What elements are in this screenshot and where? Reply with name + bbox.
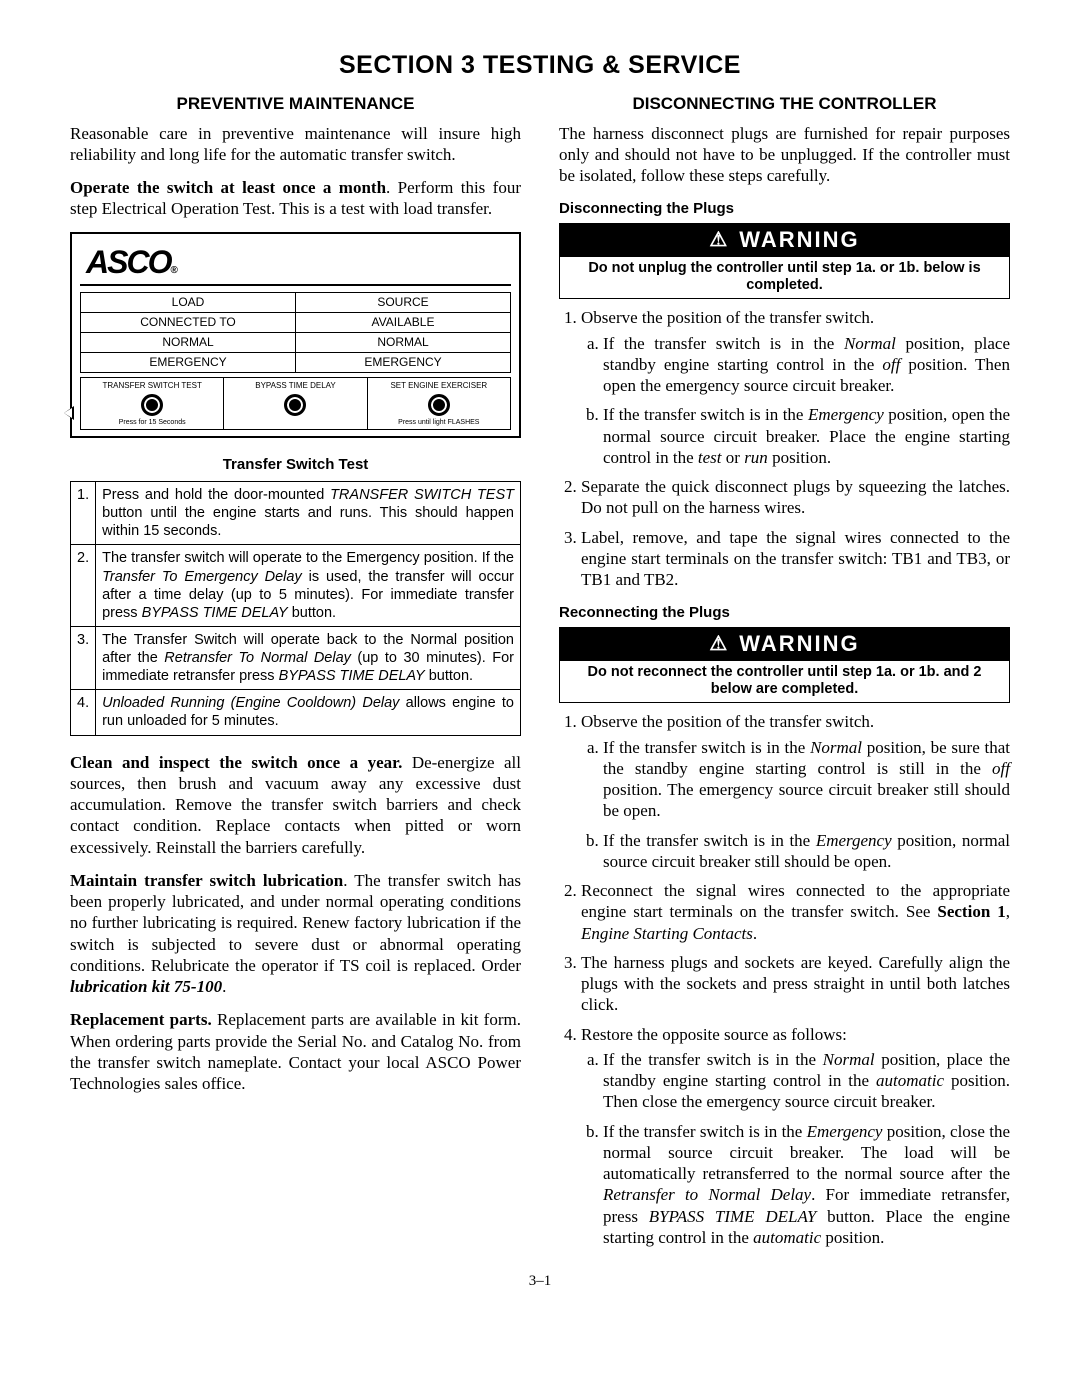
list-item: If the transfer switch is in the Emergen… — [603, 830, 1010, 873]
clean-lead: Clean and inspect the switch once a year… — [70, 753, 402, 772]
warning-triangle-icon: ⚠ — [709, 632, 729, 657]
list-item: Observe the position of the transfer swi… — [581, 711, 1010, 872]
list-item: The harness plugs and sockets are keyed.… — [581, 952, 1010, 1016]
disconnect-subheading: Disconnecting the Plugs — [559, 200, 1010, 219]
warning-box: ⚠ WARNING Do not reconnect the controller… — [559, 627, 1010, 703]
asco-panel-diagram: ASCO® LOAD CONNECTED TO NORMAL EMERGENCY… — [70, 232, 521, 439]
load-column: LOAD CONNECTED TO NORMAL EMERGENCY — [80, 292, 296, 373]
page-number: 3–1 — [70, 1272, 1010, 1291]
sub-list: If the transfer switch is in the Normal … — [581, 333, 1010, 469]
list-item: Observe the position of the transfer swi… — [581, 307, 1010, 468]
two-column-layout: PREVENTIVE MAINTENANCE Reasonable care i… — [70, 93, 1010, 1258]
warning-header: ⚠ WARNING — [560, 628, 1009, 661]
status-grid: LOAD CONNECTED TO NORMAL EMERGENCY SOURC… — [80, 292, 511, 373]
clean-paragraph: Clean and inspect the switch once a year… — [70, 752, 521, 858]
intro-paragraph: Reasonable care in preventive maintenanc… — [70, 123, 521, 166]
list-item: Reconnect the signal wires connected to … — [581, 880, 1010, 944]
item-text: Restore the opposite source as follows: — [581, 1025, 847, 1044]
step-num: 1. — [71, 482, 96, 545]
steps-table: 1.Press and hold the door-mounted TRANSF… — [70, 481, 521, 736]
list-item: If the transfer switch is in the Emergen… — [603, 404, 1010, 468]
bypass-delay-button: BYPASS TIME DELAY — [224, 378, 367, 430]
list-item: If the transfer switch is in the Normal … — [603, 1049, 1010, 1113]
load-header: LOAD — [81, 293, 295, 312]
warning-header: ⚠ WARNING — [560, 224, 1009, 257]
operate-lead: Operate the switch at least once a month — [70, 178, 386, 197]
lube-lead: Maintain transfer switch lubrication — [70, 871, 343, 890]
step-num: 4. — [71, 690, 96, 735]
right-heading: DISCONNECTING THE CONTROLLER — [559, 93, 1010, 114]
transfer-test-heading: Transfer Switch Test — [70, 456, 521, 475]
reconnect-list: Observe the position of the transfer swi… — [559, 711, 1010, 1248]
item-text: Observe the position of the transfer swi… — [581, 712, 874, 731]
list-item: If the transfer switch is in the Normal … — [603, 737, 1010, 822]
table-row: 3.The Transfer Switch will operate back … — [71, 626, 521, 689]
left-column: PREVENTIVE MAINTENANCE Reasonable care i… — [70, 93, 521, 1258]
step-text: The Transfer Switch will operate back to… — [96, 626, 521, 689]
source-emergency: EMERGENCY — [296, 352, 510, 372]
load-sub: CONNECTED TO — [81, 312, 295, 332]
transfer-test-button: TRANSFER SWITCH TEST Press for 15 Second… — [81, 378, 224, 430]
source-sub: AVAILABLE — [296, 312, 510, 332]
load-normal: NORMAL — [81, 332, 295, 352]
parts-lead: Replacement parts. — [70, 1010, 212, 1029]
btn-caption: Press for 15 Seconds — [83, 419, 221, 428]
step-num: 2. — [71, 545, 96, 627]
list-item: Separate the quick disconnect plugs by s… — [581, 476, 1010, 519]
sub-list: If the transfer switch is in the Normal … — [581, 1049, 1010, 1248]
engine-exerciser-button: SET ENGINE EXERCISER Press until light F… — [368, 378, 510, 430]
step-num: 3. — [71, 626, 96, 689]
warning-triangle-icon: ⚠ — [709, 228, 729, 253]
source-column: SOURCE AVAILABLE NORMAL EMERGENCY — [296, 292, 511, 373]
warning-body: Do not unplug the controller until step … — [560, 257, 1009, 299]
button-icon — [141, 394, 163, 416]
step-text: Press and hold the door-mounted TRANSFER… — [96, 482, 521, 545]
list-item: Label, remove, and tape the signal wires… — [581, 527, 1010, 591]
table-row: 1.Press and hold the door-mounted TRANSF… — [71, 482, 521, 545]
btn-label: SET ENGINE EXERCISER — [370, 381, 508, 391]
btn-label: BYPASS TIME DELAY — [226, 381, 364, 391]
warning-body: Do not reconnect the controller until st… — [560, 661, 1009, 703]
lube-paragraph: Maintain transfer switch lubrication. Th… — [70, 870, 521, 998]
list-item: If the transfer switch is in the Normal … — [603, 333, 1010, 397]
section-title: SECTION 3 TESTING & SERVICE — [70, 50, 1010, 81]
asco-logo: ASCO® — [80, 242, 511, 286]
parts-paragraph: Replacement parts. Replacement parts are… — [70, 1009, 521, 1094]
left-heading: PREVENTIVE MAINTENANCE — [70, 93, 521, 114]
warning-box: ⚠ WARNING Do not unplug the controller un… — [559, 223, 1010, 299]
btn-caption: Press until light FLASHES — [370, 419, 508, 428]
button-icon — [428, 394, 450, 416]
reconnect-subheading: Reconnecting the Plugs — [559, 604, 1010, 623]
sub-list: If the transfer switch is in the Normal … — [581, 737, 1010, 873]
button-row: TRANSFER SWITCH TEST Press for 15 Second… — [80, 377, 511, 431]
lube-kit: lubrication kit 75-100 — [70, 977, 222, 996]
step-text: Unloaded Running (Engine Cooldown) Delay… — [96, 690, 521, 735]
arrow-icon — [57, 404, 79, 422]
list-item: Restore the opposite source as follows: … — [581, 1024, 1010, 1249]
button-icon — [284, 394, 306, 416]
right-column: DISCONNECTING THE CONTROLLER The harness… — [559, 93, 1010, 1258]
right-intro: The harness disconnect plugs are furnish… — [559, 123, 1010, 187]
disconnect-list: Observe the position of the transfer swi… — [559, 307, 1010, 590]
table-row: 2.The transfer switch will operate to th… — [71, 545, 521, 627]
list-item: If the transfer switch is in the Emergen… — [603, 1121, 1010, 1249]
item-text: Observe the position of the transfer swi… — [581, 308, 874, 327]
step-text: The transfer switch will operate to the … — [96, 545, 521, 627]
operate-paragraph: Operate the switch at least once a month… — [70, 177, 521, 220]
table-row: 4.Unloaded Running (Engine Cooldown) Del… — [71, 690, 521, 735]
warning-label: WARNING — [739, 227, 859, 252]
btn-label: TRANSFER SWITCH TEST — [83, 381, 221, 391]
load-emergency: EMERGENCY — [81, 352, 295, 372]
source-header: SOURCE — [296, 293, 510, 312]
source-normal: NORMAL — [296, 332, 510, 352]
warning-label: WARNING — [739, 631, 859, 656]
